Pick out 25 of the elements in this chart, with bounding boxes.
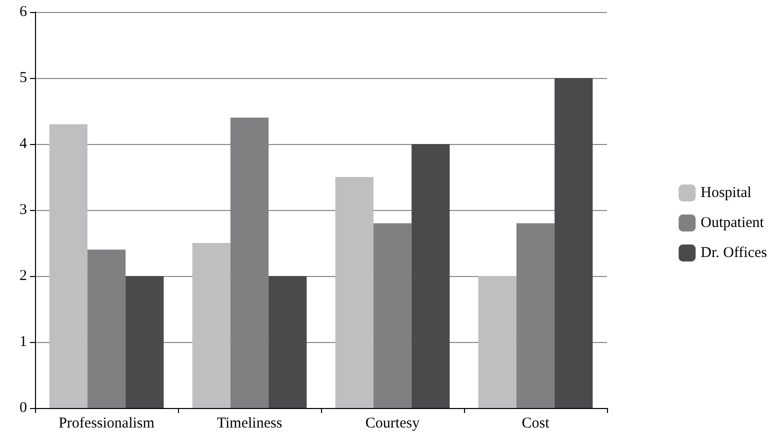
x-tick-label: Timeliness xyxy=(216,416,282,432)
y-tick-label: 0 xyxy=(20,400,27,416)
y-tick-label: 5 xyxy=(20,70,27,86)
y-tick-label: 4 xyxy=(20,136,28,152)
bar xyxy=(49,124,88,408)
x-tick-label: Cost xyxy=(522,416,550,432)
bar xyxy=(478,276,516,408)
y-tick-label: 2 xyxy=(20,268,27,284)
y-tick-label: 6 xyxy=(20,4,28,20)
x-tick-label: Professionalism xyxy=(58,416,155,432)
legend-label: Hospital xyxy=(700,185,752,201)
bar xyxy=(268,276,307,408)
x-tick-label: Courtesy xyxy=(365,416,420,432)
y-tick-label: 1 xyxy=(20,334,27,350)
bar xyxy=(126,276,164,408)
bar xyxy=(554,78,593,408)
bar xyxy=(412,144,450,408)
y-tick-label: 3 xyxy=(20,202,27,218)
legend-label: Dr. Offices xyxy=(700,245,768,261)
bar xyxy=(373,223,412,408)
bar xyxy=(516,223,555,408)
bar xyxy=(87,250,126,408)
bar xyxy=(192,243,230,408)
bar xyxy=(335,177,374,408)
legend-label: Outpatient xyxy=(700,215,765,231)
